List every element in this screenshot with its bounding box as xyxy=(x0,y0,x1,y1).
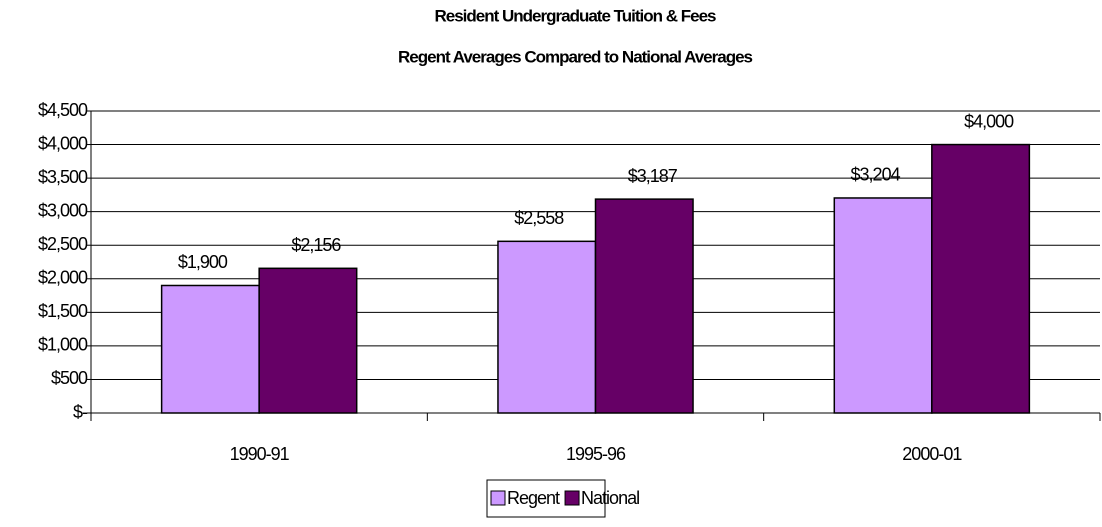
value-label: $3,187 xyxy=(628,166,678,186)
value-label: $2,156 xyxy=(291,235,341,255)
bar xyxy=(258,267,358,414)
chart-title: Resident Undergraduate Tuition & Fees xyxy=(434,6,716,25)
x-tick-label: 2000-01 xyxy=(902,444,962,464)
bar xyxy=(160,284,260,414)
y-tick-label: $2,500 xyxy=(38,234,88,254)
y-tick-label: $4,500 xyxy=(38,100,88,120)
legend-box xyxy=(486,479,606,518)
y-tick-label: $1,000 xyxy=(38,335,88,355)
y-tick-label: $2,000 xyxy=(38,268,88,288)
legend-swatch xyxy=(490,490,506,506)
bar xyxy=(833,197,933,414)
legend-label: Regent xyxy=(507,488,560,508)
y-tick-label: $1,500 xyxy=(38,301,88,321)
y-tick-label: $4,000 xyxy=(38,133,88,153)
value-label: $2,558 xyxy=(514,208,564,228)
x-tick-label: 1990-91 xyxy=(230,444,290,464)
bar xyxy=(931,143,1031,414)
y-tick-label: $500 xyxy=(51,368,88,388)
bar xyxy=(594,198,694,414)
x-tick-label: 1995-96 xyxy=(566,444,626,464)
value-label: $1,900 xyxy=(178,252,228,272)
legend-swatch xyxy=(564,490,580,506)
y-tick-label: $3,000 xyxy=(38,200,88,220)
value-label: $3,204 xyxy=(851,165,901,185)
legend-label: National xyxy=(581,488,639,508)
value-label: $4,000 xyxy=(964,111,1014,131)
y-tick-label: $- xyxy=(73,402,88,422)
chart-subtitle: Regent Averages Compared to National Ave… xyxy=(398,47,753,66)
bar xyxy=(497,240,597,414)
y-tick-label: $3,500 xyxy=(38,167,88,187)
